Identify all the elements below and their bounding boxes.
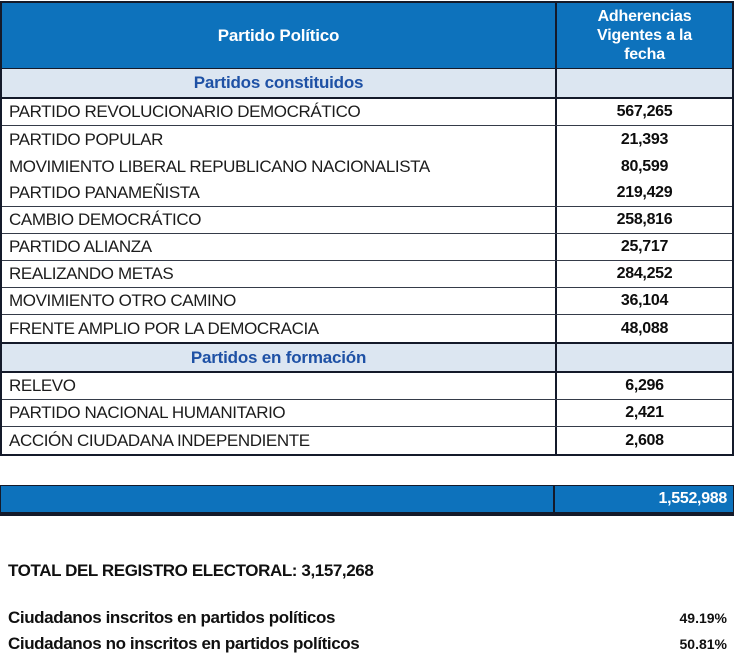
column-header-party: Partido Político xyxy=(2,3,557,68)
party-adherence-value: 2,421 xyxy=(625,404,664,421)
citizens-inscribed-line: Ciudadanos inscritos en partidos polític… xyxy=(8,605,727,631)
party-adherence-value: 567,265 xyxy=(616,103,673,120)
party-name: RELEVO xyxy=(9,376,76,395)
table-row: FRENTE AMPLIO POR LA DEMOCRACIA 48,088 xyxy=(2,315,732,342)
citizens-inscribed-label: Ciudadanos inscritos en partidos polític… xyxy=(8,608,336,627)
party-adherence-value: 25,717 xyxy=(620,238,669,255)
party-adherence-value: 80,599 xyxy=(620,157,669,175)
section-header-constituidos-empty-cell xyxy=(557,69,732,97)
table-row: PARTIDO POPULAR 21,393 xyxy=(2,126,732,153)
registry-total-line: TOTAL DEL REGISTRO ELECTORAL: 3,157,268 xyxy=(8,561,374,580)
party-name: PARTIDO REVOLUCIONARIO DEMOCRÁTICO xyxy=(9,102,361,121)
section-header-constituidos-cell: Partidos constituidos xyxy=(2,69,557,97)
party-adherence-value: 284,252 xyxy=(616,265,673,282)
column-header-adherences-label: Adherencias Vigentes a la fecha xyxy=(597,8,692,63)
party-adherence-value: 6,296 xyxy=(625,377,664,394)
grand-total-empty-cell xyxy=(1,486,555,512)
party-adherence-value: 48,088 xyxy=(620,319,669,337)
section-header-formacion-empty-cell xyxy=(557,344,732,371)
table-row: PARTIDO ALIANZA 25,717 xyxy=(2,234,732,261)
party-adherence-value: 36,104 xyxy=(620,292,669,309)
party-name: PARTIDO NACIONAL HUMANITARIO xyxy=(9,403,286,422)
citizens-not-inscribed-percent: 50.81% xyxy=(679,636,727,652)
citizens-not-inscribed-line: Ciudadanos no inscritos en partidos polí… xyxy=(8,631,727,657)
section-header-formacion: Partidos en formación xyxy=(2,342,732,373)
grand-total-value-cell: 1,552,988 xyxy=(555,486,733,512)
table-row: PARTIDO PANAMEÑISTA 219,429 xyxy=(2,180,732,207)
party-adherence-value: 21,393 xyxy=(620,130,669,148)
party-name: PARTIDO PANAMEÑISTA xyxy=(9,183,200,202)
party-name: MOVIMIENTO OTRO CAMINO xyxy=(9,291,237,310)
party-name: FRENTE AMPLIO POR LA DEMOCRACIA xyxy=(9,318,319,338)
table-row: CAMBIO DEMOCRÁTICO 258,816 xyxy=(2,207,732,234)
table-row: PARTIDO REVOLUCIONARIO DEMOCRÁTICO 567,2… xyxy=(2,99,732,126)
party-name: PARTIDO POPULAR xyxy=(9,129,163,149)
citizens-not-inscribed-label: Ciudadanos no inscritos en partidos polí… xyxy=(8,634,360,653)
column-header-adherences: Adherencias Vigentes a la fecha xyxy=(557,3,732,68)
citizens-inscribed-percent: 49.19% xyxy=(679,610,727,626)
column-header-party-label: Partido Político xyxy=(217,25,340,45)
table-row: REALIZANDO METAS 284,252 xyxy=(2,261,732,288)
table-row: MOVIMIENTO OTRO CAMINO 36,104 xyxy=(2,288,732,315)
table-row: ACCIÓN CIUDADANA INDEPENDIENTE 2,608 xyxy=(2,427,732,454)
section-header-formacion-cell: Partidos en formación xyxy=(2,344,557,371)
party-name: ACCIÓN CIUDADANA INDEPENDIENTE xyxy=(9,430,310,450)
citizens-summary: Ciudadanos inscritos en partidos polític… xyxy=(8,605,727,657)
party-adherence-value: 2,608 xyxy=(625,431,664,449)
table-row: MOVIMIENTO LIBERAL REPUBLICANO NACIONALI… xyxy=(2,153,732,180)
party-name: MOVIMIENTO LIBERAL REPUBLICANO NACIONALI… xyxy=(9,156,430,176)
section-header-constituidos: Partidos constituidos xyxy=(2,68,732,99)
party-name: PARTIDO ALIANZA xyxy=(9,237,152,256)
party-adherence-value: 258,816 xyxy=(616,211,673,228)
table-row: PARTIDO NACIONAL HUMANITARIO 2,421 xyxy=(2,400,732,427)
party-adherence-value: 219,429 xyxy=(616,184,673,201)
section-header-formacion-label: Partidos en formación xyxy=(190,347,367,367)
grand-total-bar: 1,552,988 xyxy=(0,485,734,516)
table-row: RELEVO 6,296 xyxy=(2,373,732,400)
party-adherence-table: Partido Político Adherencias Vigentes a … xyxy=(0,1,734,456)
grand-total-value: 1,552,988 xyxy=(658,490,728,507)
party-name: REALIZANDO METAS xyxy=(9,264,174,283)
table-header-row: Partido Político Adherencias Vigentes a … xyxy=(2,3,732,68)
party-name: CAMBIO DEMOCRÁTICO xyxy=(9,210,202,229)
section-header-constituidos-label: Partidos constituidos xyxy=(193,73,364,92)
